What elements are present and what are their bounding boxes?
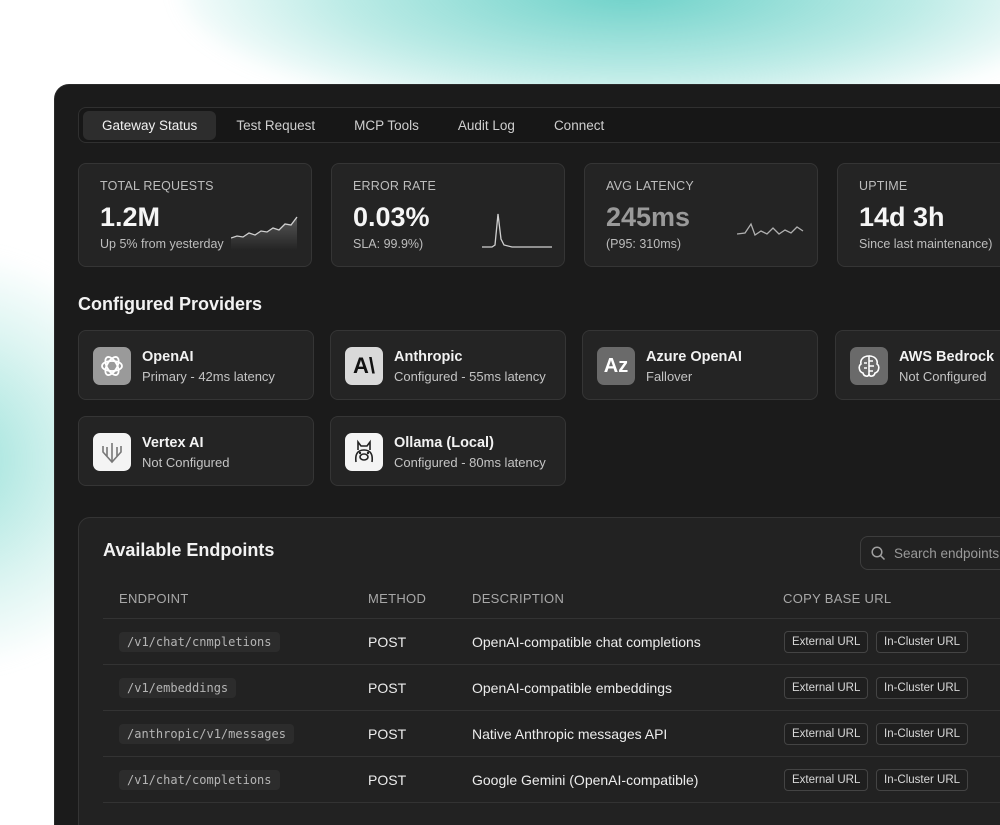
vertex-icon <box>93 433 131 471</box>
tab-mcp-tools[interactable]: MCP Tools <box>354 117 419 133</box>
stat-label: ERROR RATE <box>353 179 437 193</box>
endpoint-description: OpenAI-compatible embeddings <box>472 680 673 696</box>
stat-card-error-rate: ERROR RATE 0.03% SLA: 99.9%) <box>331 163 565 267</box>
endpoint-path: /v1/embeddings <box>119 678 237 698</box>
search-input[interactable] <box>892 544 1000 562</box>
sparkline-avg-latency <box>737 222 804 236</box>
ollama-llama-icon <box>345 433 383 471</box>
endpoint-path: /v1/chat/completions <box>119 770 280 790</box>
copy-in-cluster-url-button[interactable]: In-Cluster URL <box>876 677 969 699</box>
table-row: /v1/embeddings POST OpenAI-compatible em… <box>103 664 1000 710</box>
provider-card-ollama[interactable]: Ollama (Local) Configured - 80ms latency <box>330 416 566 486</box>
table-row: /v1/chat/completions POST Google Gemini … <box>103 756 1000 802</box>
provider-name: Vertex AI <box>142 435 204 451</box>
openai-icon <box>93 347 131 385</box>
copy-in-cluster-url-button[interactable]: In-Cluster URL <box>876 769 969 791</box>
endpoint-path: /v1/chat/cnmpletions <box>119 632 280 652</box>
endpoint-description: OpenAI-compatible chat completions <box>472 634 701 650</box>
copy-external-url-button[interactable]: External URL <box>784 631 869 653</box>
endpoint-path: /anthropic/v1/messages <box>119 724 294 744</box>
tab-bar: Gateway Status Test Request MCP Tools Au… <box>78 107 1000 143</box>
provider-card-azure-openai[interactable]: Az Azure OpenAI Fallover <box>582 330 818 400</box>
stat-value: 14d 3h <box>859 202 945 232</box>
copy-in-cluster-url-button[interactable]: In-Cluster URL <box>876 631 969 653</box>
stat-label: TOTAL REQUESTS <box>100 179 214 193</box>
stat-value: 1.2M <box>100 202 161 232</box>
stat-subtext: Up 5% from yesterday <box>100 237 224 251</box>
provider-card-openai[interactable]: OpenAI Primary - 42ms latency <box>78 330 314 400</box>
provider-name: Anthropic <box>394 349 463 365</box>
stat-value: 0.03% <box>353 202 430 232</box>
endpoint-method: POST <box>368 634 407 650</box>
table-row: /v1/chat/cnmpletions POST OpenAI-compati… <box>103 618 1000 664</box>
stat-subtext: (P95: 310ms) <box>606 237 682 251</box>
copy-external-url-button[interactable]: External URL <box>784 769 869 791</box>
stat-card-total-requests: TOTAL REQUESTS 1.2M Up 5% from yesterday <box>78 163 312 267</box>
provider-card-anthropic[interactable]: A\ Anthropic Configured - 55ms latency <box>330 330 566 400</box>
provider-status: Primary - 42ms latency <box>142 369 275 384</box>
endpoint-method: POST <box>368 772 407 788</box>
provider-card-aws-bedrock[interactable]: AWS Bedrock Not Configured <box>835 330 1000 400</box>
tab-gateway-status[interactable]: Gateway Status <box>83 110 217 140</box>
provider-status: Configured - 55ms latency <box>394 369 546 384</box>
stat-subtext: Since last maintenance) <box>859 237 993 251</box>
table-row: /anthropic/v1/messages POST Native Anthr… <box>103 710 1000 756</box>
copy-external-url-button[interactable]: External URL <box>784 723 869 745</box>
sparkline-total-requests <box>231 216 298 250</box>
copy-external-url-button[interactable]: External URL <box>784 677 869 699</box>
stat-card-avg-latency: AVG LATENCY 245ms (P95: 310ms) <box>584 163 818 267</box>
anthropic-icon: A\ <box>345 347 383 385</box>
column-header-description: DESCRIPTION <box>472 591 565 606</box>
dashboard-window: Gateway Status Test Request MCP Tools Au… <box>55 85 1000 825</box>
provider-name: Ollama (Local) <box>394 435 494 451</box>
search-icon <box>871 545 886 560</box>
endpoints-heading: Available Endpoints <box>103 540 275 560</box>
provider-card-vertex-ai[interactable]: Vertex AI Not Configured <box>78 416 314 486</box>
search-box[interactable] <box>860 536 1000 570</box>
copy-in-cluster-url-button[interactable]: In-Cluster URL <box>876 723 969 745</box>
tab-audit-log[interactable]: Audit Log <box>457 117 515 133</box>
provider-name: AWS Bedrock <box>899 349 995 365</box>
provider-status: Configured - 80ms latency <box>394 455 546 470</box>
column-header-copy-base-url: COPY BASE URL <box>783 591 892 606</box>
column-header-endpoint: ENDPOINT <box>119 591 189 606</box>
provider-name: OpenAI <box>142 349 194 365</box>
stat-label: AVG LATENCY <box>606 179 694 193</box>
tab-connect[interactable]: Connect <box>553 117 605 133</box>
endpoint-description: Google Gemini (OpenAI-compatible) <box>472 772 699 788</box>
bedrock-brain-icon <box>850 347 888 385</box>
azure-icon: Az <box>597 347 635 385</box>
provider-name: Azure OpenAI <box>646 349 742 365</box>
tab-test-request[interactable]: Test Request <box>236 117 316 133</box>
endpoint-method: POST <box>368 726 407 742</box>
column-header-method: METHOD <box>368 591 427 606</box>
provider-status: Fallover <box>646 369 693 384</box>
endpoints-panel: Available Endpoints ENDPOINT METHOD DESC… <box>78 517 1000 825</box>
stat-label: UPTIME <box>859 179 908 193</box>
stat-card-uptime: UPTIME 14d 3h Since last maintenance) <box>837 163 1000 267</box>
endpoint-description: Native Anthropic messages API <box>472 726 668 742</box>
provider-status: Not Configured <box>899 369 987 384</box>
stat-subtext: SLA: 99.9%) <box>353 237 424 251</box>
sparkline-error-rate <box>482 213 552 248</box>
table-row-partial <box>103 802 1000 825</box>
endpoint-method: POST <box>368 680 407 696</box>
providers-heading: Configured Providers <box>78 294 263 314</box>
stat-value: 245ms <box>606 202 691 232</box>
provider-status: Not Configured <box>142 455 230 470</box>
